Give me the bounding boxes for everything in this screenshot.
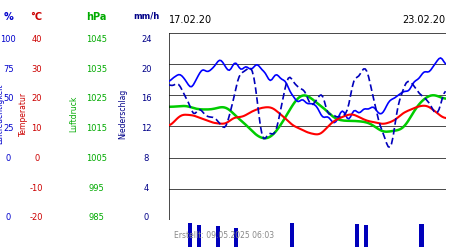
- Text: 8: 8: [144, 154, 149, 163]
- Text: 1015: 1015: [86, 124, 107, 133]
- Bar: [216, 226, 220, 247]
- Text: %: %: [4, 12, 13, 22]
- Text: 25: 25: [3, 124, 14, 133]
- Text: 17.02.20: 17.02.20: [169, 15, 212, 25]
- Text: Luftdruck: Luftdruck: [69, 96, 78, 132]
- Text: 20: 20: [32, 94, 42, 104]
- Bar: [188, 223, 192, 247]
- Text: 23.02.20: 23.02.20: [402, 15, 446, 25]
- Text: 0: 0: [6, 214, 11, 222]
- Text: 50: 50: [3, 94, 14, 104]
- Text: 1035: 1035: [86, 64, 107, 74]
- Text: 75: 75: [3, 64, 14, 74]
- Text: 30: 30: [32, 64, 42, 74]
- Text: 20: 20: [141, 64, 152, 74]
- Text: 4: 4: [144, 184, 149, 192]
- Bar: [355, 224, 359, 247]
- Bar: [290, 224, 294, 247]
- Text: 1045: 1045: [86, 35, 107, 44]
- Text: 16: 16: [141, 94, 152, 104]
- Text: 40: 40: [32, 35, 42, 44]
- Text: mm/h: mm/h: [133, 12, 160, 21]
- Text: 0: 0: [34, 154, 39, 163]
- Text: 0: 0: [6, 154, 11, 163]
- Text: hPa: hPa: [86, 12, 107, 22]
- Text: 985: 985: [89, 214, 104, 222]
- Text: 12: 12: [141, 124, 152, 133]
- Text: Temperatur: Temperatur: [19, 92, 28, 136]
- Text: Niederschlag: Niederschlag: [119, 89, 128, 139]
- Text: Luftfeuchtigkeit: Luftfeuchtigkeit: [0, 84, 4, 144]
- Bar: [364, 225, 368, 247]
- Bar: [197, 225, 201, 247]
- Bar: [234, 228, 239, 247]
- Text: 10: 10: [32, 124, 42, 133]
- Text: 995: 995: [89, 184, 104, 192]
- Text: 24: 24: [141, 35, 152, 44]
- Bar: [419, 224, 423, 247]
- Text: -20: -20: [30, 214, 43, 222]
- Text: Erstellt: 09.05.2025 06:03: Erstellt: 09.05.2025 06:03: [174, 230, 274, 239]
- Text: 100: 100: [0, 35, 16, 44]
- Text: 1025: 1025: [86, 94, 107, 104]
- Text: -10: -10: [30, 184, 43, 192]
- Text: 0: 0: [144, 214, 149, 222]
- Text: °C: °C: [31, 12, 43, 22]
- Text: 1005: 1005: [86, 154, 107, 163]
